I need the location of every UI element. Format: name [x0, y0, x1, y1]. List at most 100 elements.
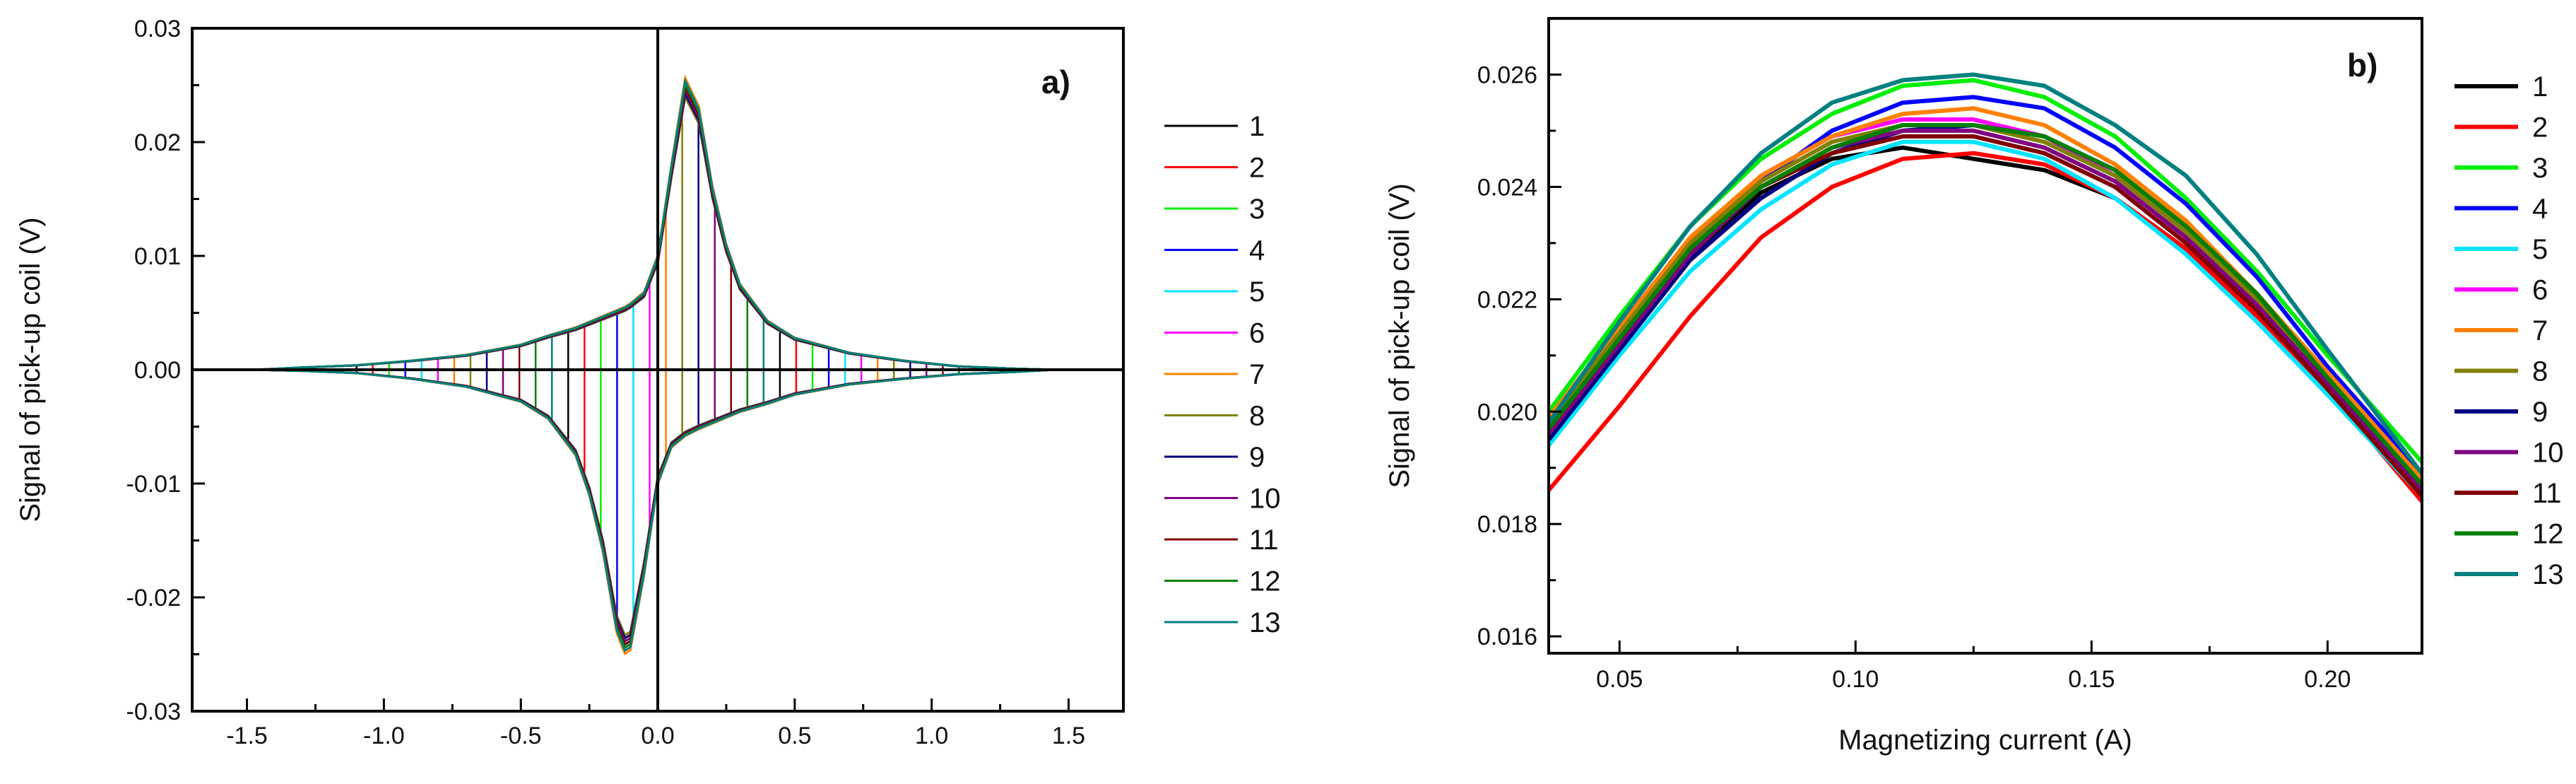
panel-b-plot-frame — [1547, 17, 2423, 655]
panel-b-series-8-line — [1547, 123, 2424, 486]
panel-a-series-9-upper — [255, 90, 1056, 371]
panel-a-series-12-upper — [255, 81, 1056, 371]
panel-a-y-tick-label: -0.01 — [126, 471, 182, 498]
panel-a-series-3-upper — [255, 87, 1056, 371]
panel-a-chart: -1.5 -1.0 -0.5 0.0 0.5 1.0 1.5 -0.03 -0.02 -0.01 0… — [15, 16, 1281, 749]
panel-a-y-axis-title: Signal of pick-up coil (V) — [15, 217, 46, 522]
panel-b-x-tick-label: 0.15 — [2068, 666, 2115, 693]
panel-b-series-13-line — [1547, 72, 2424, 475]
panel-a-envelope — [255, 74, 1056, 655]
panel-b-legend-item: 6 — [2454, 275, 2548, 306]
panel-b-y-tick-label: 0.024 — [1477, 174, 1537, 201]
panel-b-legend-label: 10 — [2532, 438, 2564, 469]
panel-b-legend-label: 7 — [2532, 315, 2548, 346]
panel-b-legend-label: 11 — [2532, 478, 2562, 509]
panel-b-series-2-line — [1547, 151, 2424, 503]
panel-b-legend-item: 12 — [2454, 519, 2564, 550]
panel-a-series-6-upper — [255, 77, 1056, 371]
panel-a-series-11-upper — [255, 83, 1056, 371]
panel-b-y-tick-label: 0.016 — [1477, 624, 1537, 650]
panel-a-legend-label: 10 — [1249, 484, 1281, 515]
panel-b-y-tick-label: 0.022 — [1477, 286, 1537, 313]
panel-a-y-tick-label: 0.03 — [134, 16, 181, 42]
panel-a-legend-label: 12 — [1249, 566, 1281, 597]
panel-a-series-5-upper — [255, 81, 1056, 371]
panel-b-series-9-line — [1547, 123, 2424, 486]
panel-a-legend-label: 8 — [1249, 401, 1265, 432]
panel-a-legend-label: 11 — [1249, 525, 1279, 556]
panel-b-series-12-line — [1547, 123, 2424, 486]
panel-b-chart: 0.05 0.10 0.15 0.20 0.016 0.018 0.020 0.022 0.02… — [1384, 17, 2564, 756]
panel-b-legend-item: 2 — [2454, 112, 2548, 144]
panel-b-series-5-line — [1547, 139, 2424, 498]
panel-a-series-13-lower — [255, 368, 1056, 653]
panel-a-series-10-upper — [255, 87, 1056, 371]
panel-b-y-tick-label: 0.026 — [1477, 62, 1537, 88]
panel-a-axis-ticks: -1.5 -1.0 -0.5 0.0 0.5 1.0 1.5 -0.03 -0.02 -0.01 0… — [126, 16, 1086, 749]
panel-a-legend-item: 11 — [1164, 525, 1279, 556]
panel-b-legend-label: 4 — [2532, 194, 2548, 225]
panel-a-legend-item: 13 — [1164, 607, 1281, 638]
panel-a-x-tick-label: -0.5 — [500, 722, 542, 749]
panel-a-legend-item: 9 — [1164, 442, 1265, 473]
panel-b-series-7-line — [1547, 106, 2424, 481]
panel-b-legend-label: 9 — [2532, 397, 2548, 428]
panel-a-legend-label: 4 — [1249, 235, 1265, 267]
panel-b-series-lines — [1547, 72, 2424, 503]
panel-a-x-tick-label: -1.5 — [226, 722, 268, 749]
panel-a-label: a) — [1041, 64, 1070, 100]
panel-a-y-tick-label: -0.03 — [126, 698, 182, 725]
panel-a-legend-label: 7 — [1249, 359, 1265, 390]
panel-a-x-tick-label: -1.0 — [363, 722, 405, 749]
panel-b-series-11-line — [1547, 134, 2424, 498]
panel-b-y-tick-label: 0.020 — [1477, 399, 1537, 426]
panel-a-x-tick-label: 0.5 — [778, 722, 811, 749]
panel-a-series-8-upper — [255, 93, 1056, 371]
panel-b-x-axis-title: Magnetizing current (A) — [1838, 725, 2132, 756]
panel-b-legend-item: 13 — [2454, 559, 2564, 590]
panel-a-legend-item: 4 — [1164, 235, 1265, 267]
panel-a-legend-label: 2 — [1249, 153, 1265, 184]
panel-b-label: b) — [2347, 47, 2377, 83]
panel-b-x-tick-label: 0.05 — [1596, 666, 1643, 693]
panel-a-legend-label: 13 — [1249, 607, 1281, 638]
panel-b-legend-label: 13 — [2532, 559, 2564, 590]
panel-b-series-10-line — [1547, 128, 2424, 492]
panel-b-x-tick-label: 0.10 — [1832, 666, 1879, 693]
panel-a-x-tick-label: 0.0 — [641, 722, 674, 749]
panel-a-legend-label: 6 — [1249, 318, 1265, 349]
panel-b-legend-label: 1 — [2532, 71, 2548, 103]
panel-a-series-7-upper — [255, 74, 1056, 371]
panel-a-legend-item: 3 — [1164, 194, 1265, 225]
panel-b-legend-item: 3 — [2454, 153, 2548, 184]
panel-b-legend-item: 10 — [2454, 438, 2564, 469]
panel-b-legend-item: 4 — [2454, 194, 2548, 225]
panel-a-legend-label: 5 — [1249, 276, 1265, 308]
panel-a-series-1-upper — [255, 93, 1056, 371]
panel-b-legend-item: 5 — [2454, 234, 2548, 265]
panel-b-legend-item: 11 — [2454, 478, 2562, 509]
panel-a-x-tick-label: 1.5 — [1052, 722, 1085, 749]
panel-a-series-13-upper — [255, 77, 1056, 371]
panel-a-legend-item: 6 — [1164, 318, 1265, 349]
panel-b-legend-item: 9 — [2454, 397, 2548, 428]
panel-b-legend-label: 5 — [2532, 234, 2548, 265]
panel-a-series-2-upper — [255, 90, 1056, 371]
panel-a-legend-item: 12 — [1164, 566, 1281, 597]
panel-a-legend-item: 7 — [1164, 359, 1265, 390]
panel-b-legend-item: 1 — [2454, 71, 2548, 103]
panel-b-legend-label: 2 — [2532, 112, 2548, 144]
panel-a-y-tick-label: 0.02 — [134, 129, 181, 156]
panel-b-legend-label: 12 — [2532, 519, 2564, 550]
panel-a-x-tick-label: 1.0 — [915, 722, 948, 749]
panel-b-legend-item: 7 — [2454, 315, 2548, 346]
panel-a-legend-item: 5 — [1164, 276, 1265, 308]
panel-b-legend-label: 8 — [2532, 356, 2548, 387]
panel-a-legend-label: 9 — [1249, 442, 1265, 473]
panel-a-y-tick-label: 0.01 — [134, 243, 181, 270]
panel-b-legend-item: 8 — [2454, 356, 2548, 387]
panel-a-hysteresis-loops — [355, 98, 960, 633]
